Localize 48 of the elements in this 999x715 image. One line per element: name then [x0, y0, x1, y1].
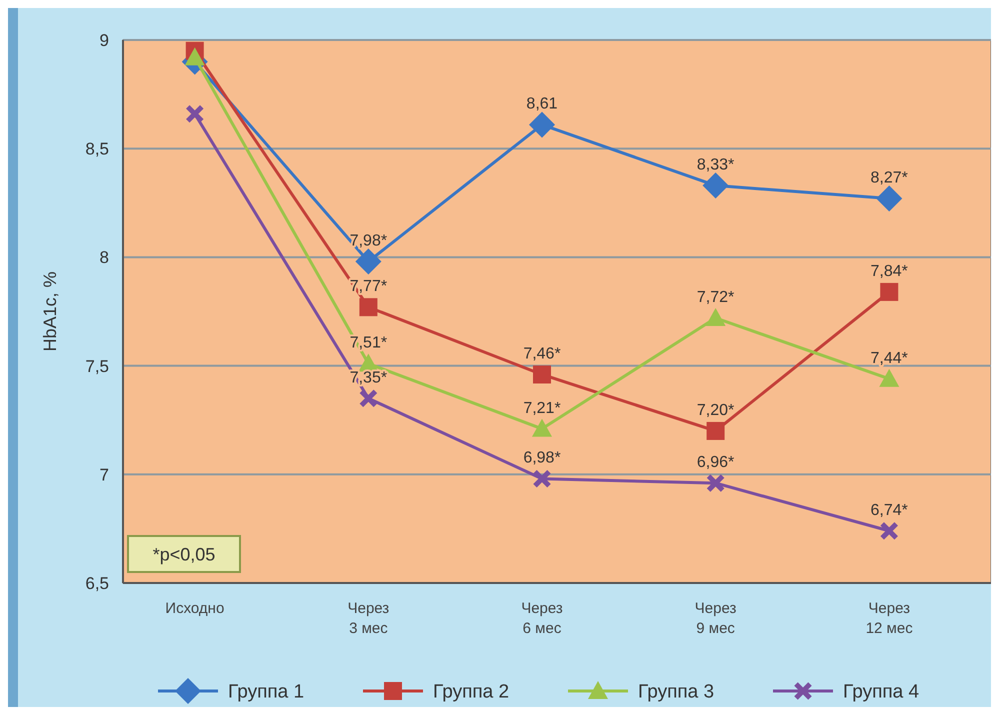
point — [880, 282, 898, 301]
point — [358, 388, 378, 408]
data-label: 6,74* — [870, 502, 908, 519]
y-axis-title: HbA1c, % — [40, 271, 60, 352]
point — [706, 474, 726, 493]
x-tick-label: Исходно — [165, 600, 224, 617]
point — [532, 418, 552, 437]
data-label: 7,72* — [696, 289, 734, 306]
y-tick-label: 7 — [100, 465, 109, 484]
x-tick-label: Через 12 мес — [866, 600, 914, 637]
point — [185, 104, 204, 124]
point — [532, 469, 552, 488]
data-label: 8,33* — [696, 156, 734, 174]
legend-label: Группа 3 — [638, 682, 714, 703]
data-label: 6,98* — [523, 450, 561, 467]
y-tick-label: 9 — [100, 30, 109, 50]
legend-label: Группа 2 — [433, 682, 510, 703]
y-tick-label: 6,5 — [85, 574, 109, 593]
point — [879, 368, 900, 387]
point — [533, 365, 551, 384]
x-tick-label: Через 6 мес — [521, 600, 563, 637]
point — [880, 521, 899, 540]
data-label: 7,46* — [523, 345, 561, 362]
point — [359, 298, 378, 316]
data-label: 8,27* — [870, 170, 908, 187]
data-label: 7,20* — [696, 402, 734, 419]
legend-label: Группа 1 — [228, 682, 304, 703]
x-tick-label: Через 9 мес — [694, 600, 737, 637]
point — [184, 47, 205, 66]
point — [529, 112, 555, 138]
y-tick-label: 8,5 — [85, 140, 109, 159]
data-label: 7,84* — [870, 262, 908, 280]
point — [355, 248, 382, 275]
point — [702, 172, 729, 199]
data-label: 7,21* — [523, 400, 561, 417]
x-tick-label: Через 3 мес — [348, 600, 390, 637]
point — [706, 308, 726, 326]
data-label: 7,51* — [350, 334, 388, 352]
data-label: 7,98* — [350, 232, 388, 250]
y-tick-label: 8 — [100, 248, 109, 268]
data-label: 7,44* — [870, 350, 908, 367]
point — [876, 186, 902, 212]
point — [706, 422, 725, 440]
data-label: 6,96* — [696, 454, 734, 472]
y-tick-label: 7,5 — [85, 356, 109, 376]
annotation: *p<0,05 — [152, 544, 216, 564]
legend-label: Группа 4 — [843, 682, 920, 703]
data-label: 8,61 — [526, 96, 558, 113]
